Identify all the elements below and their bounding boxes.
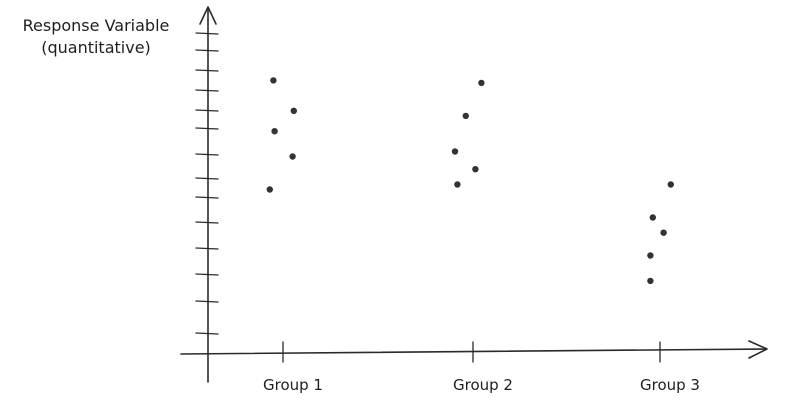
data-point bbox=[478, 79, 485, 87]
x-tick-labels: Group 1 Group 2 Group 3 bbox=[263, 376, 700, 394]
y-tick bbox=[195, 49, 219, 52]
data-points bbox=[266, 77, 674, 285]
data-point bbox=[451, 148, 459, 155]
y-tick bbox=[195, 32, 219, 35]
y-axis-arrowhead bbox=[199, 6, 217, 25]
data-point bbox=[270, 77, 277, 84]
y-tick bbox=[195, 69, 219, 72]
data-point bbox=[266, 186, 273, 193]
x-ticks bbox=[282, 341, 661, 363]
y-tick bbox=[195, 300, 219, 303]
data-point bbox=[454, 181, 461, 188]
y-tick bbox=[195, 273, 219, 276]
x-tick-label-3: Group 3 bbox=[640, 376, 700, 394]
y-tick bbox=[195, 109, 219, 112]
y-tick bbox=[195, 221, 219, 224]
y-tick bbox=[195, 247, 219, 250]
data-point bbox=[667, 181, 674, 188]
data-point bbox=[271, 128, 278, 135]
data-point bbox=[289, 153, 296, 160]
x-axis-arrowhead bbox=[748, 340, 768, 359]
x-tick-label-1: Group 1 bbox=[263, 376, 323, 394]
y-tick bbox=[195, 153, 219, 156]
x-tick-label-2: Group 2 bbox=[453, 376, 513, 394]
data-point bbox=[472, 166, 479, 173]
data-point bbox=[660, 229, 667, 236]
y-ticks bbox=[195, 32, 219, 335]
data-point bbox=[649, 214, 656, 221]
data-point bbox=[647, 277, 654, 285]
y-tick bbox=[195, 89, 219, 92]
data-point bbox=[462, 112, 469, 120]
y-tick bbox=[195, 196, 219, 199]
y-axis-label-line1: Response Variable bbox=[23, 16, 170, 35]
y-axis-label-line2: (quantitative) bbox=[41, 38, 151, 57]
y-tick bbox=[195, 332, 219, 335]
data-point bbox=[290, 107, 297, 115]
data-point bbox=[647, 252, 654, 259]
y-tick bbox=[195, 127, 219, 130]
y-tick bbox=[195, 177, 219, 180]
